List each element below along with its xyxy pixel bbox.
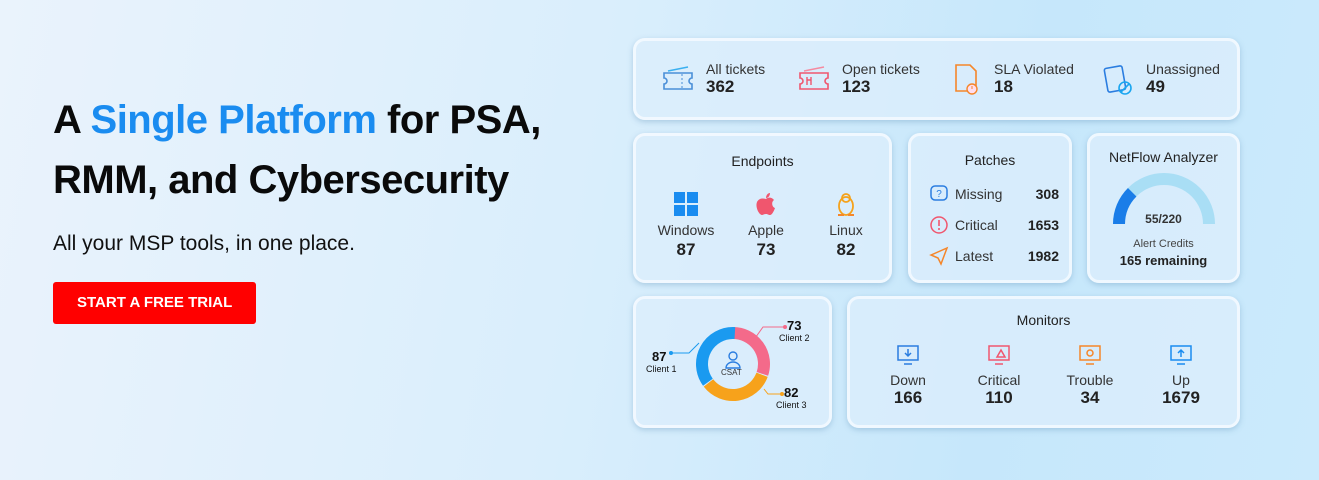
name: Client 3 bbox=[776, 400, 807, 410]
donut-segment-client3 bbox=[703, 372, 768, 401]
client3-leader bbox=[763, 388, 782, 395]
value: 82 bbox=[784, 385, 799, 400]
netflow-card: NetFlow Analyzer 55/220 Alert Credits 16… bbox=[1087, 133, 1240, 283]
stat-unassigned[interactable]: Unassigned 49 bbox=[1100, 61, 1220, 97]
label: Linux bbox=[829, 222, 863, 238]
value: 1982 bbox=[1027, 248, 1059, 264]
endpoint-linux[interactable]: Linux 82 bbox=[806, 191, 886, 260]
svg-text:?: ? bbox=[936, 189, 942, 200]
value: 49 bbox=[1146, 77, 1165, 96]
monitor-up-icon bbox=[1170, 345, 1192, 365]
csat-center-label: CSAT bbox=[721, 368, 742, 377]
endpoint-apple[interactable]: Apple 73 bbox=[726, 191, 806, 260]
monitor-down[interactable]: Down 166 bbox=[868, 343, 948, 408]
alert-credits-label: Alert Credits bbox=[1133, 238, 1194, 250]
label: Up bbox=[1172, 372, 1190, 388]
title-post: for PSA, bbox=[376, 98, 541, 142]
value: 73 bbox=[787, 318, 802, 333]
value: 110 bbox=[985, 388, 1013, 407]
linux-icon bbox=[838, 193, 854, 216]
label: Apple bbox=[748, 222, 784, 238]
monitor-critical[interactable]: Critical 110 bbox=[959, 343, 1039, 408]
patches-title: Patches bbox=[964, 152, 1016, 168]
title-pre: A bbox=[53, 98, 91, 142]
donut-segment-client2 bbox=[732, 327, 770, 376]
client2-label: 73 Client 2 bbox=[779, 318, 810, 343]
value: 18 bbox=[994, 77, 1013, 96]
value: 73 bbox=[756, 240, 776, 259]
patch-latest[interactable]: Latest 1982 bbox=[929, 246, 1059, 266]
hero-subtitle: All your MSP tools, in one place. bbox=[53, 232, 355, 255]
name: Client 1 bbox=[646, 364, 677, 374]
start-free-trial-button[interactable]: START A FREE TRIAL bbox=[53, 282, 257, 324]
ticket-icon bbox=[663, 66, 693, 90]
value: 82 bbox=[836, 240, 856, 259]
apple-icon bbox=[756, 193, 775, 215]
value: 308 bbox=[1035, 186, 1059, 202]
hero: A Single Platform for PSA, RMM, and Cyber… bbox=[53, 90, 541, 324]
patches-card: Patches ? Missing 308 Critical 1653 Latest 1… bbox=[908, 133, 1072, 283]
label: Critical bbox=[955, 217, 998, 233]
send-icon bbox=[929, 246, 949, 266]
endpoints-card: Endpoints Windows 87 Apple 73 Linux 82 bbox=[633, 133, 892, 283]
label: Unassigned bbox=[1146, 61, 1220, 77]
clipboard-blocked-icon bbox=[1103, 65, 1132, 95]
value: 1679 bbox=[1162, 388, 1200, 407]
monitors-card: Monitors Down 166 Critical 110 Trouble 34 U… bbox=[847, 296, 1240, 428]
value: 1653 bbox=[1027, 217, 1059, 233]
label: Windows bbox=[657, 222, 715, 238]
name: Client 2 bbox=[779, 333, 810, 343]
windows-icon bbox=[674, 192, 698, 216]
netflow-gauge bbox=[1112, 173, 1215, 225]
client1-leader bbox=[671, 342, 700, 354]
value: 166 bbox=[893, 388, 923, 407]
netflow-title: NetFlow Analyzer bbox=[1109, 149, 1218, 165]
patch-missing[interactable]: ? Missing 308 bbox=[929, 184, 1059, 204]
label: Down bbox=[890, 372, 926, 388]
hero-title: A Single Platform for PSA, RMM, and Cyber… bbox=[53, 90, 541, 210]
label: Latest bbox=[955, 248, 994, 264]
monitor-trouble[interactable]: Trouble 34 bbox=[1050, 343, 1130, 408]
gauge-text: 55/220 bbox=[1145, 212, 1182, 226]
monitor-trouble-icon bbox=[1079, 345, 1101, 365]
client2-leader bbox=[752, 326, 785, 342]
label: All tickets bbox=[706, 61, 766, 77]
stat-open-tickets[interactable]: Open tickets 123 bbox=[796, 61, 920, 97]
monitors-title: Monitors bbox=[1016, 312, 1071, 328]
csat-card: CSAT 87 Client 1 73 Client 2 82 Client 3 bbox=[633, 296, 832, 428]
value: 34 bbox=[1080, 388, 1100, 407]
monitor-up[interactable]: Up 1679 bbox=[1141, 343, 1221, 408]
label: SLA Violated bbox=[994, 61, 1074, 77]
monitor-down-icon bbox=[897, 345, 919, 365]
stat-sla-violated[interactable]: SLA Violated 18 bbox=[948, 61, 1074, 97]
label: Open tickets bbox=[842, 61, 920, 77]
label: Missing bbox=[955, 186, 1003, 202]
title-highlight: Single Platform bbox=[90, 98, 377, 142]
title-line2: RMM, and Cybersecurity bbox=[53, 158, 509, 202]
document-alert-icon bbox=[955, 64, 978, 95]
monitor-critical-icon bbox=[988, 345, 1010, 365]
endpoints-title: Endpoints bbox=[731, 153, 794, 169]
patch-critical[interactable]: Critical 1653 bbox=[929, 215, 1059, 235]
value: 87 bbox=[676, 240, 696, 259]
endpoint-windows[interactable]: Windows 87 bbox=[646, 191, 726, 260]
client1-label: 87 Client 1 bbox=[646, 349, 677, 374]
question-icon: ? bbox=[930, 185, 948, 201]
stat-all-tickets[interactable]: All tickets 362 bbox=[660, 61, 765, 97]
csat-donut-chart bbox=[669, 325, 787, 401]
credits-remaining: 165 remaining bbox=[1119, 253, 1208, 268]
user-icon bbox=[725, 351, 741, 369]
tickets-card: All tickets 362 Open tickets 123 SLA Viola… bbox=[633, 38, 1240, 120]
label: Trouble bbox=[1066, 372, 1114, 388]
client3-label: 82 Client 3 bbox=[776, 385, 807, 410]
label: Critical bbox=[977, 372, 1021, 388]
ticket-wrench-icon bbox=[799, 66, 829, 90]
alert-icon bbox=[930, 216, 948, 234]
donut-segment-client1 bbox=[696, 327, 736, 386]
gauge-fill bbox=[1112, 187, 1137, 225]
value: 123 bbox=[842, 77, 871, 96]
value: 362 bbox=[706, 77, 735, 96]
value: 87 bbox=[652, 349, 667, 364]
